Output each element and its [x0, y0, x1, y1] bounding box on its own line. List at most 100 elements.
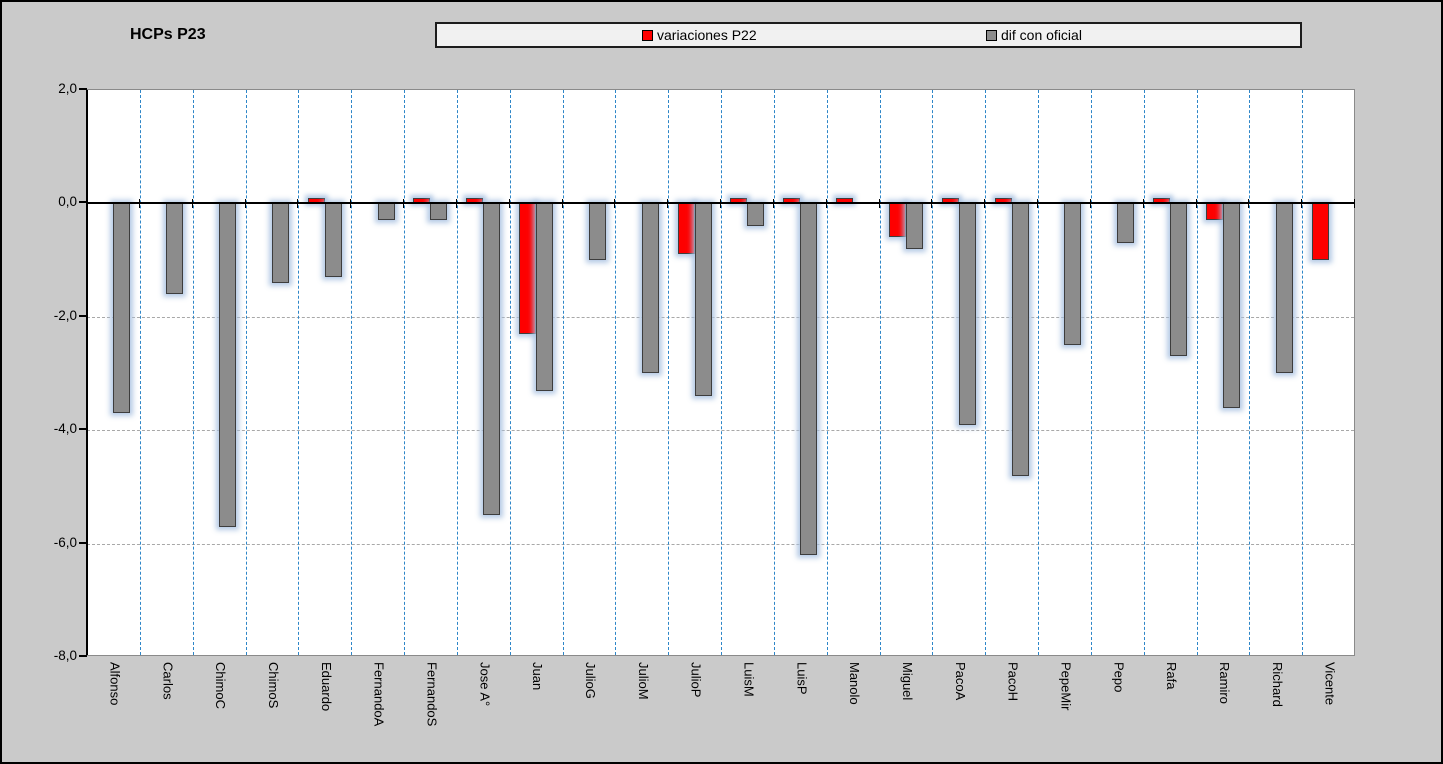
h-gridline: [87, 430, 1354, 432]
x-axis-category-label: JulioG: [582, 662, 598, 699]
v-gridline: [139, 90, 141, 655]
v-gridline: [351, 90, 353, 655]
legend-label-variaciones-p22: variaciones P22: [657, 27, 757, 43]
bar-variaciones-p22: [1311, 203, 1329, 261]
zero-line-tick: [455, 199, 457, 209]
y-axis-tick: [79, 428, 87, 431]
x-axis-category-label: Juan: [530, 662, 546, 691]
bar-dif-con-oficial: [271, 203, 289, 283]
bar-dif-con-oficial: [1170, 203, 1188, 357]
v-gridline: [456, 90, 458, 655]
bar-variaciones-p22: [677, 203, 695, 255]
y-axis-tick-label: -6,0: [53, 534, 77, 550]
zero-line-tick: [1089, 199, 1091, 209]
y-axis-tick-label: -4,0: [53, 421, 77, 437]
y-axis-tick-label: 0,0: [58, 194, 77, 210]
y-axis-tick: [79, 88, 87, 90]
bar-variaciones-p22: [1205, 203, 1223, 221]
zero-line-tick: [508, 199, 510, 209]
v-gridline: [1302, 90, 1304, 655]
x-axis-category-label: LuisM: [741, 662, 757, 697]
bar-dif-con-oficial: [1117, 203, 1135, 244]
v-gridline: [721, 90, 722, 655]
legend-item-variaciones-p22: variaciones P22: [642, 24, 757, 46]
v-gridline: [1196, 90, 1198, 655]
zero-line-tick: [878, 199, 880, 209]
v-gridline: [773, 90, 775, 655]
plot-area: [86, 89, 1355, 656]
bar-dif-con-oficial: [1275, 203, 1293, 374]
v-gridline: [879, 90, 881, 655]
zero-line-tick: [297, 199, 299, 209]
bar-dif-con-oficial: [166, 203, 184, 295]
v-gridline: [1143, 90, 1145, 655]
v-gridline: [826, 90, 828, 655]
bar-dif-con-oficial: [588, 203, 606, 261]
bar-dif-con-oficial: [1222, 203, 1240, 408]
x-axis-category-label: Miguel: [899, 662, 915, 701]
y-axis-line: [86, 90, 88, 655]
v-gridline: [1090, 90, 1092, 655]
zero-line-tick: [825, 199, 827, 209]
v-gridline: [668, 90, 670, 655]
x-axis-category-label: Alfonso: [107, 662, 123, 706]
v-gridline: [1038, 90, 1039, 655]
legend: variaciones P22 dif con oficial: [435, 22, 1302, 48]
x-axis-category-label: Jose A°: [477, 662, 493, 707]
y-axis-tick-label: -8,0: [53, 648, 77, 663]
x-axis-category-label: FernandoA: [371, 662, 387, 727]
x-axis-category-label: PacoA: [952, 662, 968, 701]
x-axis-category-label: Ramiro: [1216, 662, 1232, 704]
v-gridline: [298, 90, 300, 655]
x-axis-category-label: ChimoC: [213, 662, 229, 709]
zero-line-tick: [1354, 199, 1355, 209]
legend-label-dif-con-oficial: dif con oficial: [1001, 27, 1082, 43]
y-axis-tick: [79, 201, 87, 204]
x-axis-category-label: JulioM: [635, 662, 651, 700]
v-gridline: [509, 90, 511, 655]
bar-dif-con-oficial: [958, 203, 976, 425]
x-axis-category-label: Rafa: [1164, 662, 1180, 690]
v-gridline: [985, 90, 987, 655]
legend-swatch-gray-icon: [986, 29, 997, 41]
y-axis-tick-label: 2,0: [58, 81, 77, 96]
bar-dif-con-oficial: [219, 203, 237, 527]
zero-line-tick: [720, 199, 721, 209]
bar-variaciones-p22: [888, 203, 906, 238]
x-axis-category-label: PepeMir: [1058, 662, 1074, 711]
zero-line-tick: [772, 199, 774, 209]
y-axis-tick: [79, 541, 87, 544]
y-axis-tick-label: -2,0: [53, 307, 77, 323]
zero-line-tick: [1248, 199, 1250, 209]
bar-dif-con-oficial: [536, 203, 554, 391]
zero-line-tick: [931, 199, 933, 209]
bar-dif-con-oficial: [430, 203, 448, 221]
bar-dif-con-oficial: [1064, 203, 1082, 346]
bar-dif-con-oficial: [324, 203, 342, 278]
h-gridline: [87, 543, 1354, 545]
x-axis-category-label: PacoH: [1005, 662, 1021, 702]
v-gridline: [615, 90, 617, 655]
v-gridline: [404, 90, 405, 655]
bar-dif-con-oficial: [641, 203, 659, 374]
x-axis-category-label: Carlos: [160, 662, 176, 700]
x-axis-category-label: Richard: [1269, 662, 1285, 707]
zero-line-tick: [403, 199, 404, 209]
bar-dif-con-oficial: [483, 203, 501, 516]
x-axis-category-label: FernandoS: [424, 662, 440, 727]
zero-line-tick: [667, 199, 669, 209]
bar-dif-con-oficial: [113, 203, 131, 414]
v-gridline: [192, 90, 194, 655]
bar-dif-con-oficial: [1011, 203, 1029, 476]
zero-line-tick: [561, 199, 563, 209]
bar-dif-con-oficial: [800, 203, 818, 555]
y-axis-tick: [79, 314, 87, 317]
v-gridline: [932, 90, 934, 655]
x-axis-category-label: Eduardo: [318, 662, 334, 712]
y-axis-tick: [79, 655, 87, 657]
x-axis-category-label: LuisP: [794, 662, 810, 695]
zero-line-tick: [350, 199, 352, 209]
bar-dif-con-oficial: [694, 203, 712, 397]
v-gridline: [245, 90, 247, 655]
